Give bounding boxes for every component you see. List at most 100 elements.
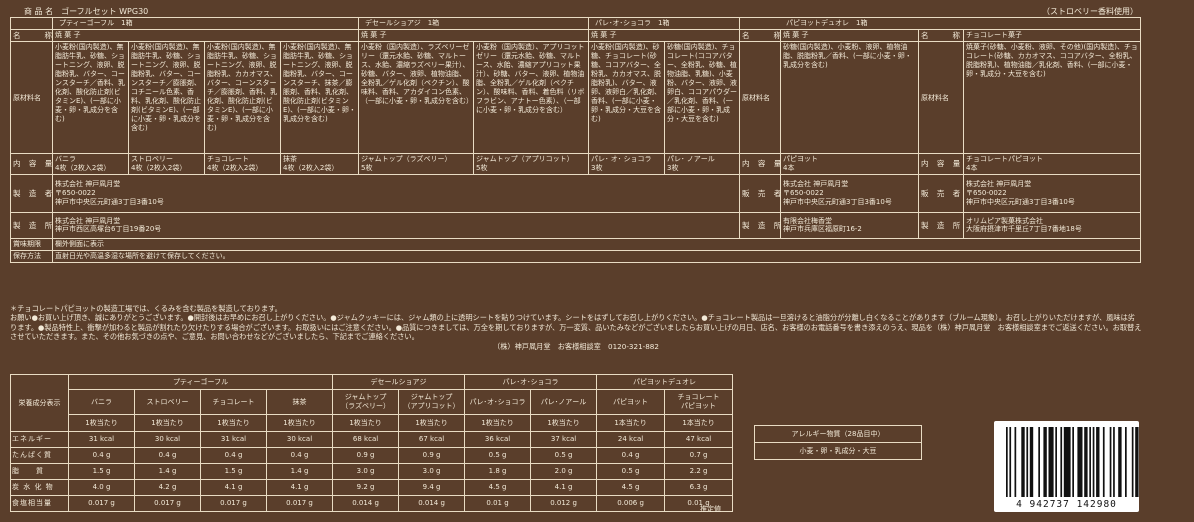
nutrition-value: 0.5 g (530, 447, 598, 464)
content-palet-noir: パレ･ ノアール 3枚 (664, 153, 740, 175)
ingredients-label-5: 原材料名 (918, 41, 964, 155)
estimate-note: 推定値 (700, 505, 721, 513)
nutrition-value: 4.0 g (68, 479, 135, 496)
seller-value-4: 株式会社 神戸凮月堂 〒650-0022 神戸市中央区元町通3丁目3番10号 (780, 173, 919, 213)
allergen-box: アレルギー物質（28品目中） 小麦・卵・乳成分・大豆 (754, 425, 922, 460)
nutrition-column-name: チョコレート パピヨット (664, 389, 734, 415)
nutrition-value: 1.5 g (200, 463, 267, 480)
name-value-5: チョコレート菓子 (962, 28, 1142, 43)
barcode-bar (1131, 427, 1134, 497)
name-label-4: 名 称 (739, 28, 781, 43)
product-title: 商 品 名 ゴーフルセット WPG30 (24, 7, 149, 16)
maker-row: 製 造 者 株式会社 神戸凮月堂 〒650-0022 神戸市中央区元町通3丁目3… (10, 173, 1142, 213)
nutrition-value: 0.014 g (332, 495, 400, 512)
name-value-2: 焼 菓 子 (358, 28, 589, 43)
barcode-bar (1043, 427, 1047, 497)
nutrition-value: 31 kcal (68, 431, 135, 448)
nutrition-value: 0.4 g (68, 447, 135, 464)
barcode-number: 4 942737 142980 (1016, 499, 1117, 510)
nutrition-value: 67 kcal (398, 431, 466, 448)
ingredients-label-4: 原材料名 (739, 41, 781, 155)
allergen-items: 小麦・卵・乳成分・大豆 (799, 447, 877, 455)
nutrition-value: 0.01 g (664, 495, 734, 512)
nutrition-value: 0.017 g (68, 495, 135, 512)
nutrition-value: 0.4 g (265, 447, 334, 464)
content-palet: パレ･ オ･ ショコラ 3枚 (588, 153, 665, 175)
content-papillote: パピヨット 4本 (780, 153, 919, 175)
name-label: 名 称 (10, 28, 53, 43)
seller-label-5: 販 売 者 (918, 173, 964, 213)
nutrition-row: エネルギー 31 kcal 30 kcal 31 kcal 30 kcal 68 kcal… (10, 431, 734, 448)
nutrition-row-label: エネルギー (10, 431, 69, 448)
ingredients-matcha: 小麦粉(国内製造)、無脂肪牛乳、砂糖、ショートニング、液卵、脱脂粉乳、バター、コ… (280, 41, 359, 155)
product-name-puti-gaufres: プティーゴーフル 1箱 (52, 17, 359, 30)
ingredients-papillote: 砂糖(国内製造)、小麦粉、液卵、植物油脂、脱脂粉乳／香料、(一部に小麦・卵・乳成… (780, 41, 919, 155)
nutrition-column-unit: 1枚当たり (464, 414, 532, 432)
nutrition-column-name: チョコレート (200, 389, 267, 415)
barcode-bar (1014, 427, 1017, 497)
nutrition-value: 31 kcal (200, 431, 267, 448)
nutrition-value: 6.3 g (664, 479, 734, 496)
ingredients-apricot: 小麦粉（国内製造）、アプリコットゼリー（還元水飴、砂糖、マルトース、水飴、濃縮ア… (473, 41, 589, 155)
nutrition-value: 0.5 g (596, 463, 666, 480)
nutrition-group-1: プティーゴーフル (67, 374, 334, 390)
nutrition-value: 0.4 g (596, 447, 666, 464)
nutrition-column-unit: 1枚当たり (265, 414, 334, 432)
content-strawberry: ストロベリー 4枚（2枚入2袋） (128, 153, 205, 175)
nutrition-value: 0.017 g (134, 495, 201, 512)
content-vanilla: バニラ 4枚（2枚入2袋） (52, 153, 129, 175)
nutrition-column-name: ジャムトップ （ラズベリー） (332, 389, 400, 415)
factory-label: 製 造 所 (10, 211, 53, 239)
content-choco-papillote: チョコレートパピヨット 4本 (962, 153, 1142, 175)
content-apricot: ジャムトップ（アプリコット） 5枚 (473, 153, 589, 175)
nutrition-value: 2.2 g (664, 463, 734, 480)
name-value-1: 焼 菓 子 (52, 28, 359, 43)
nutrition-group-4: パピヨットデュオレ (596, 374, 734, 390)
barcode-bar (1092, 427, 1095, 497)
expiry-value: 欄外側面に表示 (51, 237, 1142, 251)
nutrition-column-name: パレ･ノアール (530, 389, 598, 415)
customer-notice: お願い●お買い上げ頂き、誠にありがとうございます。●開封後はお早めにお召し上がり… (10, 313, 1142, 342)
notes-section: ＊チョコレートパピヨットの製造工場では、くるみを含む製品を製造しております。 お… (10, 304, 1142, 352)
nutrition-value: 4.2 g (134, 479, 201, 496)
nutrition-value: 37 kcal (530, 431, 598, 448)
nutrition-value: 9.4 g (398, 479, 466, 496)
nutrition-row: 炭 水 化 物 4.0 g 4.2 g 4.1 g 4.1 g 9.2 g 9.4 g 4.5… (10, 479, 734, 496)
content-label-5: 内 容 量 (918, 153, 964, 175)
content-raspberry: ジャムトップ（ラズベリー） 5枚 (358, 153, 474, 175)
name-row: 名 称 焼 菓 子 焼 菓 子 焼 菓 子 名 称 焼 菓 子 名 称 チョコレ… (10, 28, 1142, 43)
seller-label-4: 販 売 者 (739, 173, 781, 213)
barcode-bar (1072, 427, 1074, 497)
barcode-bar (1089, 427, 1091, 497)
nutrition-value: 3.0 g (398, 463, 466, 480)
barcode-bar (1048, 427, 1054, 497)
nutrition-values: エネルギー 31 kcal 30 kcal 31 kcal 30 kcal 68 kcal… (10, 431, 734, 512)
nutrition-value: 0.7 g (664, 447, 734, 464)
ingredients-row: 原材料名 小麦粉(国内製造)、無脂肪牛乳、砂糖、ショートニング、液卵、脱脂粉乳、… (10, 41, 1142, 155)
nutrition-row-label: たんぱく質 (10, 447, 69, 464)
nutrition-table: 栄養成分表示 プティーゴーフル デセールショアジ パレ･オ･ショコラ パピヨット… (10, 374, 734, 512)
nutrition-value: 4.5 g (464, 479, 532, 496)
nutrition-value: 1.4 g (265, 463, 334, 480)
nutrition-value: 0.01 g (464, 495, 532, 512)
nutrition-value: 0.014 g (398, 495, 466, 512)
nutrition-column-unit: 1本当たり (596, 414, 666, 432)
nutrition-value: 0.017 g (265, 495, 334, 512)
barcode-bar (1096, 427, 1100, 497)
nutrition-row-label: 食塩相当量 (10, 495, 69, 512)
nutrition-value: 0.4 g (200, 447, 267, 464)
barcode-bar (1118, 427, 1122, 497)
nutrition-row-label: 脂 質 (10, 463, 69, 480)
nutrition-value: 30 kcal (134, 431, 201, 448)
nutrition-value: 1.4 g (134, 463, 201, 480)
expiry-label: 賞味期限 (10, 237, 53, 251)
nutrition-column-name: パピヨット (596, 389, 666, 415)
nutrition-column-unit: 1枚当たり (68, 414, 135, 432)
storage-value: 直射日光や高温多湿な場所を避けて保存してください。 (51, 249, 1142, 263)
barcode-bar (1009, 427, 1012, 497)
nutrition-value: 3.0 g (332, 463, 400, 480)
nutrition-column-unit: 1枚当たり (134, 414, 201, 432)
nutrition-column-name: バニラ (68, 389, 135, 415)
barcode-bar (1029, 427, 1034, 497)
content-matcha: 抹茶 4枚（2枚入2袋） (280, 153, 359, 175)
